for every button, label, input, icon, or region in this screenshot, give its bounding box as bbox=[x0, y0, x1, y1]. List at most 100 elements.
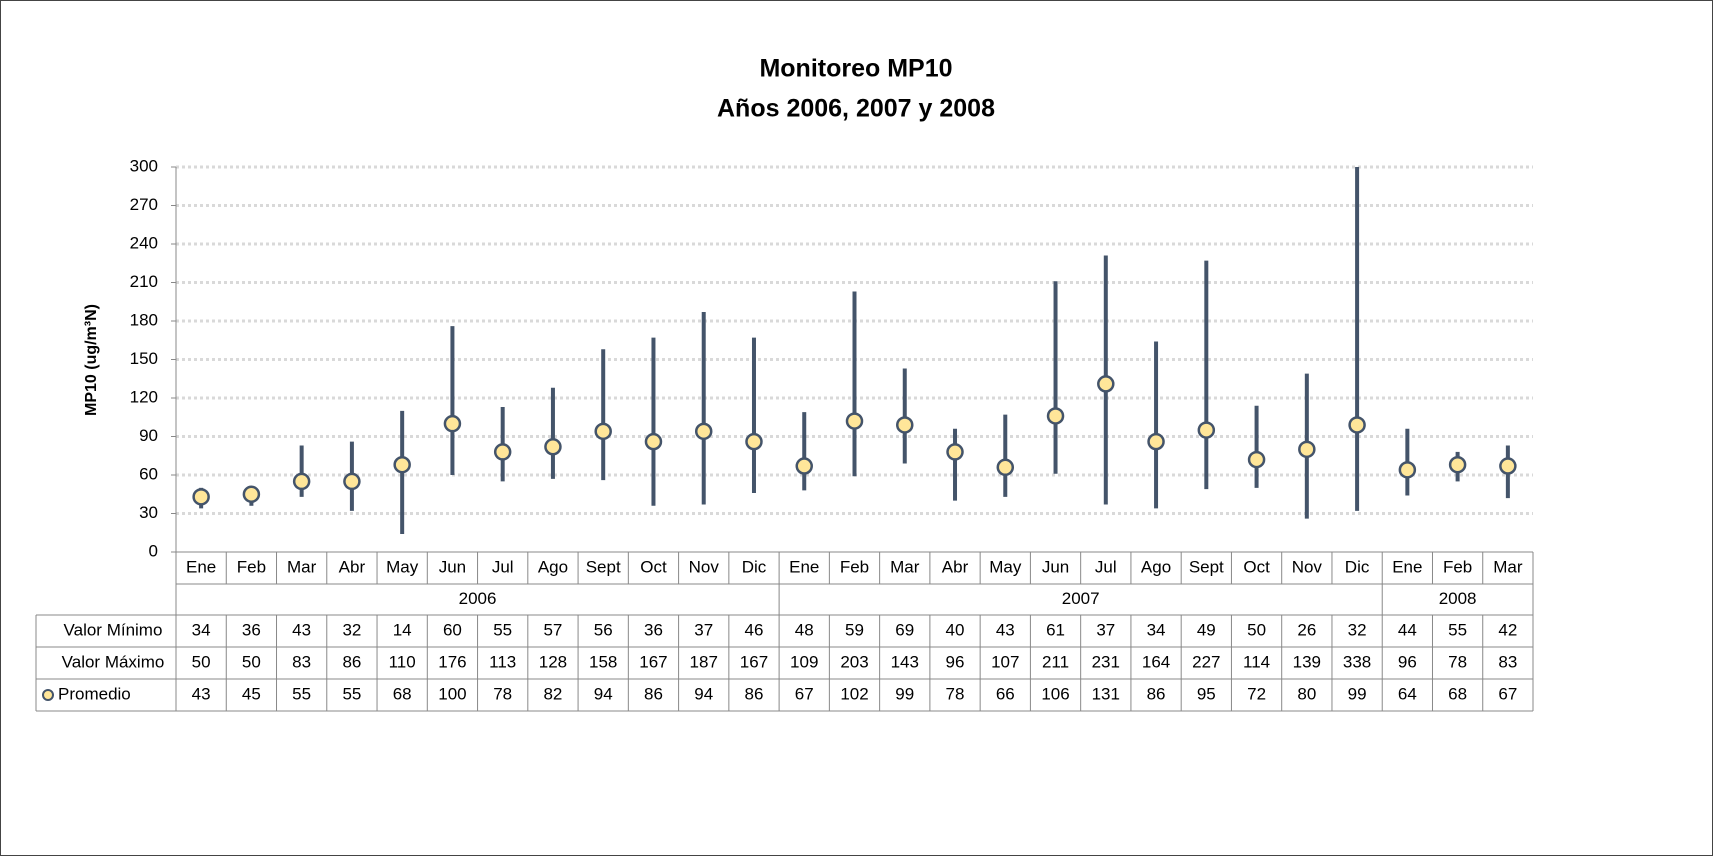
x-tick-label: Sept bbox=[586, 557, 621, 576]
y-tick-label: 300 bbox=[130, 156, 158, 175]
table-cell: 78 bbox=[1448, 652, 1467, 671]
table-cell: 80 bbox=[1297, 684, 1316, 703]
y-tick-label: 210 bbox=[130, 272, 158, 291]
x-tick-label: Dic bbox=[1345, 557, 1370, 576]
table-cell: 95 bbox=[1197, 684, 1216, 703]
table-cell: 109 bbox=[790, 652, 818, 671]
table-cell: 55 bbox=[1448, 620, 1467, 639]
table-cell: 114 bbox=[1243, 652, 1270, 671]
chart-title: Monitoreo MP10 bbox=[759, 55, 952, 83]
average-marker bbox=[1448, 455, 1467, 474]
table-cell: 83 bbox=[292, 652, 311, 671]
table-cell: 227 bbox=[1192, 652, 1220, 671]
table-cell: 43 bbox=[996, 620, 1015, 639]
table-cell: 14 bbox=[393, 620, 412, 639]
y-tick-label: 0 bbox=[149, 541, 158, 560]
table-cell: 43 bbox=[292, 620, 311, 639]
x-tick-label: Nov bbox=[1292, 557, 1323, 576]
row-header: Valor Máximo bbox=[62, 652, 165, 671]
x-tick-label: Feb bbox=[840, 557, 869, 576]
table-cell: 203 bbox=[840, 652, 868, 671]
y-tick-label: 30 bbox=[139, 503, 158, 522]
table-cell: 139 bbox=[1293, 652, 1321, 671]
x-tick-label: Ago bbox=[1141, 557, 1171, 576]
x-tick-label: Sept bbox=[1189, 557, 1224, 576]
average-marker bbox=[1097, 375, 1115, 393]
average-marker bbox=[1046, 407, 1065, 425]
average-marker bbox=[1147, 432, 1165, 451]
x-tick-label: Mar bbox=[890, 557, 920, 576]
average-marker bbox=[694, 422, 713, 441]
table-cell: 55 bbox=[292, 684, 311, 703]
table-cell: 113 bbox=[489, 652, 516, 671]
table-cell: 61 bbox=[1046, 620, 1065, 639]
average-marker bbox=[1298, 440, 1316, 459]
y-tick-label: 240 bbox=[130, 233, 158, 252]
x-tick-label: May bbox=[989, 557, 1022, 576]
y-tick-label: 270 bbox=[130, 195, 158, 214]
table-cell: 83 bbox=[1498, 652, 1517, 671]
x-tick-label: Ene bbox=[789, 557, 819, 576]
table-cell: 86 bbox=[1147, 684, 1166, 703]
average-marker bbox=[192, 488, 210, 506]
table-cell: 94 bbox=[694, 684, 713, 703]
average-marker bbox=[644, 432, 663, 451]
table-cell: 100 bbox=[438, 684, 466, 703]
x-tick-label: Feb bbox=[1443, 557, 1472, 576]
y-tick-label: 120 bbox=[130, 387, 158, 406]
table-cell: 50 bbox=[1247, 620, 1266, 639]
average-marker bbox=[1348, 416, 1366, 434]
average-marker bbox=[343, 472, 361, 491]
table-cell: 96 bbox=[1398, 652, 1417, 671]
x-tick-label: Oct bbox=[1243, 557, 1270, 576]
chart-subtitle: Años 2006, 2007 y 2008 bbox=[717, 95, 995, 123]
table-cell: 78 bbox=[946, 684, 965, 703]
table-cell: 72 bbox=[1247, 684, 1266, 703]
average-marker bbox=[845, 412, 864, 430]
table-cell: 68 bbox=[1448, 684, 1467, 703]
average-marker bbox=[745, 432, 763, 451]
table-cell: 45 bbox=[242, 684, 261, 703]
group-label: 2007 bbox=[1062, 589, 1100, 608]
x-tick-label: Abr bbox=[942, 557, 969, 576]
table-cell: 78 bbox=[493, 684, 512, 703]
table-cell: 32 bbox=[1348, 620, 1367, 639]
table-cell: 99 bbox=[895, 684, 914, 703]
average-marker bbox=[594, 422, 612, 441]
average-marker bbox=[242, 485, 261, 503]
average-marker bbox=[1247, 450, 1266, 469]
table-cell: 176 bbox=[438, 652, 466, 671]
x-tick-label: Jun bbox=[439, 557, 466, 576]
table-cell: 37 bbox=[1096, 620, 1115, 639]
table-cell: 48 bbox=[795, 620, 814, 639]
x-tick-label: Ene bbox=[186, 557, 216, 576]
table-cell: 46 bbox=[745, 620, 764, 639]
row-header: Valor Mínimo bbox=[64, 620, 163, 639]
average-marker bbox=[1499, 457, 1517, 475]
legend-label: Promedio bbox=[58, 684, 131, 703]
table-cell: 64 bbox=[1398, 684, 1417, 703]
table-cell: 167 bbox=[740, 652, 768, 671]
table-cell: 55 bbox=[493, 620, 512, 639]
x-tick-label: Abr bbox=[339, 557, 366, 576]
table-cell: 55 bbox=[342, 684, 361, 703]
average-marker bbox=[292, 472, 311, 491]
average-marker bbox=[1398, 461, 1417, 479]
average-marker bbox=[896, 416, 914, 434]
average-marker bbox=[1197, 421, 1216, 439]
table-cell: 86 bbox=[644, 684, 663, 703]
group-label: 2006 bbox=[459, 589, 497, 608]
table-cell: 26 bbox=[1297, 620, 1316, 639]
average-marker bbox=[493, 443, 512, 461]
table-cell: 102 bbox=[840, 684, 868, 703]
average-marker bbox=[996, 458, 1015, 477]
average-marker bbox=[946, 443, 964, 461]
table-cell: 56 bbox=[594, 620, 613, 639]
table-cell: 50 bbox=[192, 652, 211, 671]
table-cell: 36 bbox=[644, 620, 663, 639]
table-cell: 67 bbox=[795, 684, 814, 703]
x-tick-label: Nov bbox=[689, 557, 720, 576]
y-tick-label: 150 bbox=[130, 349, 158, 368]
table-cell: 86 bbox=[342, 652, 361, 671]
